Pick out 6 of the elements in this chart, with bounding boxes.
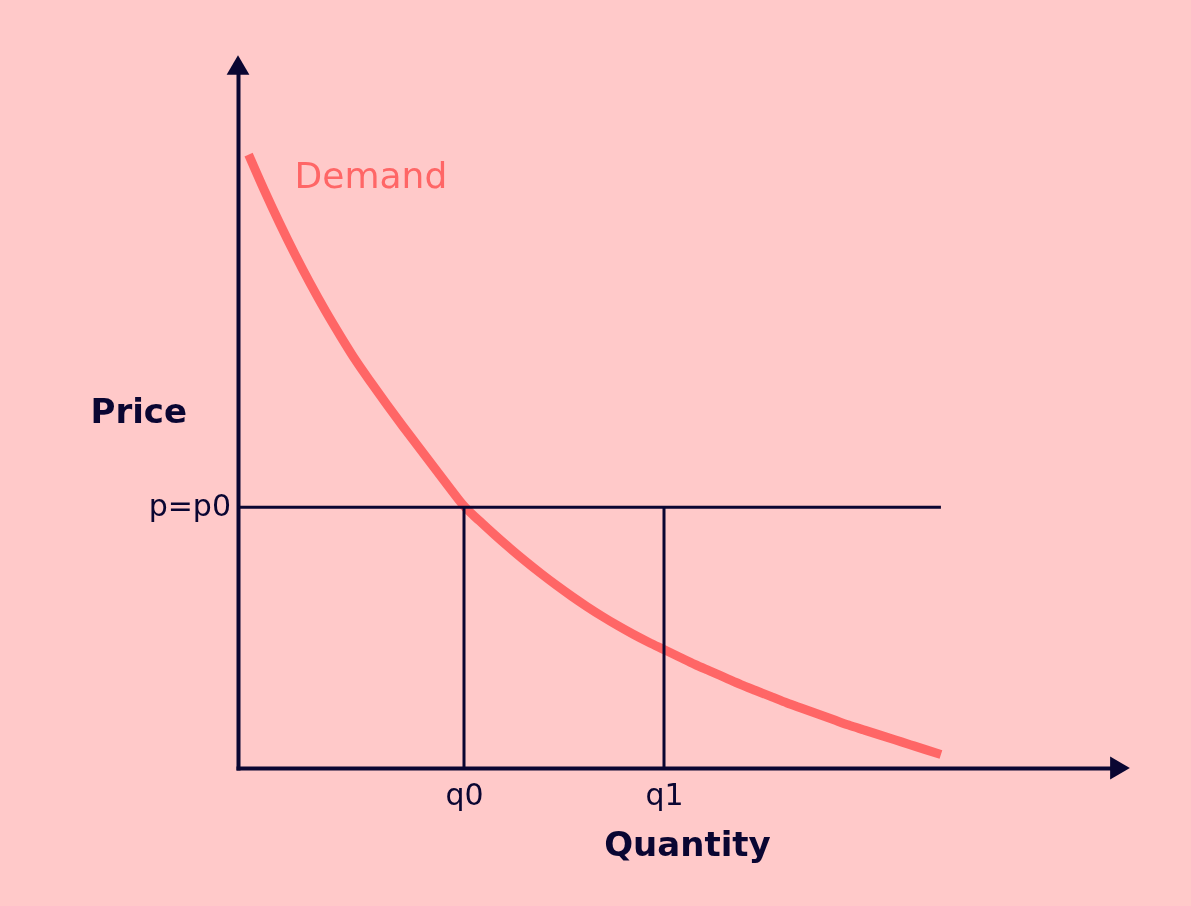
series-label: Demand: [294, 154, 448, 196]
y-axis-title: Price: [90, 390, 188, 431]
x-tick-label: q1: [645, 776, 684, 812]
x-axis-title: Quantity: [604, 823, 771, 864]
x-tick-label: q0: [445, 776, 484, 812]
ref-line-label: p=p0: [148, 488, 231, 524]
